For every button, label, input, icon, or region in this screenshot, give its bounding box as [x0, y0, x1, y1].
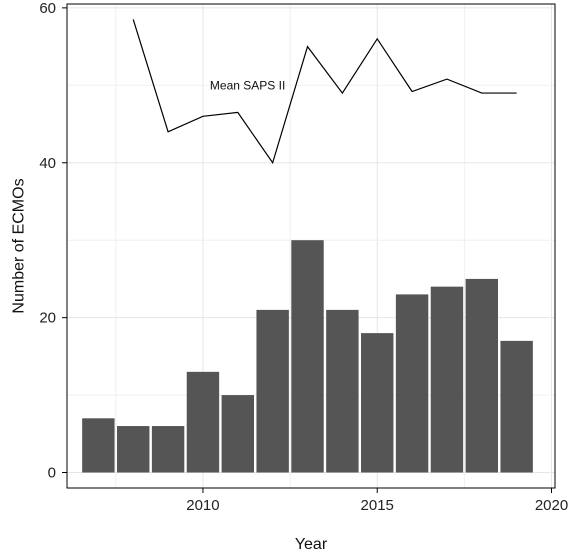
bar-series [82, 240, 533, 473]
bar [221, 395, 255, 473]
bar [395, 294, 429, 473]
bar [326, 309, 359, 473]
y-tick-label: 40 [39, 155, 56, 172]
bar [291, 240, 324, 473]
y-tick-label: 60 [39, 0, 56, 17]
x-tick-label: 2020 [535, 497, 568, 514]
bar [256, 309, 289, 473]
bar [151, 426, 185, 473]
x-tick-label: 2015 [361, 497, 394, 514]
bar [186, 371, 220, 473]
series-annotation: Mean SAPS II [210, 78, 285, 92]
plot-frame [66, 3, 556, 489]
bar [430, 286, 464, 473]
bar [117, 426, 150, 473]
y-axis-title: Number of ECMOs [11, 178, 28, 313]
y-tick-label: 0 [48, 465, 56, 482]
bar [82, 418, 115, 473]
y-axis: 0 20 40 60 [39, 0, 67, 482]
y-tick-label: 20 [39, 310, 56, 327]
bar [500, 340, 533, 473]
mean-saps-line [132, 19, 517, 165]
x-tick-label: 2010 [186, 497, 219, 514]
bar [361, 333, 394, 473]
x-axis-title: Year [295, 536, 328, 553]
grid-lines [67, 4, 555, 488]
x-axis: 2010 2015 2020 [186, 488, 568, 514]
bar [465, 278, 499, 473]
